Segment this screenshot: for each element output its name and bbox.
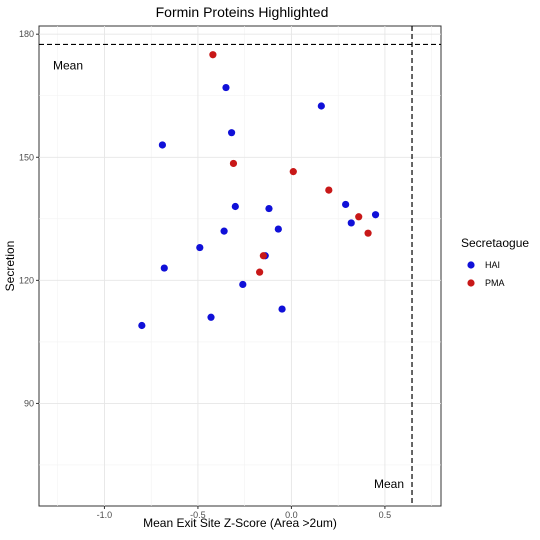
data-point-pma bbox=[364, 229, 372, 237]
x-tick-label: 0.5 bbox=[379, 510, 392, 520]
data-point-hai bbox=[265, 204, 273, 213]
y-axis-ticks: 90 120 150 180 bbox=[19, 29, 39, 408]
data-point-hai bbox=[220, 227, 228, 235]
data-point-hai bbox=[347, 219, 355, 227]
grid-major bbox=[39, 26, 441, 506]
data-point-pma bbox=[209, 51, 217, 59]
x-tick-label: -0.5 bbox=[190, 510, 206, 520]
legend: Secretaogue HAI PMA bbox=[461, 236, 529, 288]
y-tick-label: 180 bbox=[19, 29, 34, 39]
data-point-hai bbox=[371, 211, 380, 219]
data-point-hai bbox=[222, 83, 230, 92]
data-point-hai bbox=[227, 129, 236, 137]
x-axis-label: Mean Exit Site Z-Score (Area >2um) bbox=[143, 516, 337, 530]
y-tick-label: 120 bbox=[19, 275, 34, 285]
data-point-hai bbox=[158, 141, 167, 149]
data-point-hai bbox=[138, 321, 146, 330]
y-axis-label: Secretion bbox=[3, 241, 17, 292]
grid-minor bbox=[39, 26, 441, 506]
data-point-hai bbox=[231, 202, 239, 211]
y-tick-label: 150 bbox=[19, 152, 34, 162]
x-tick-label: 0.0 bbox=[285, 510, 298, 520]
data-point-hai bbox=[342, 200, 350, 209]
mean-label-horizontal: Mean bbox=[53, 58, 83, 72]
x-tick-label: -1.0 bbox=[97, 510, 113, 520]
data-point-hai bbox=[196, 243, 204, 252]
x-axis-ticks: -1.0 -0.5 0.0 0.5 bbox=[97, 506, 391, 520]
legend-key-pma bbox=[467, 279, 475, 287]
data-point-hai bbox=[160, 264, 168, 272]
data-point-hai bbox=[278, 305, 286, 313]
data-point-hai bbox=[317, 102, 325, 110]
data-point-pma bbox=[229, 159, 238, 168]
data-point-hai bbox=[239, 280, 247, 289]
legend-label-hai: HAI bbox=[485, 260, 500, 270]
plot-panel bbox=[38, 25, 442, 507]
data-point-pma bbox=[355, 213, 363, 221]
data-point-pma bbox=[289, 168, 297, 176]
legend-key-hai bbox=[467, 261, 475, 269]
legend-label-pma: PMA bbox=[485, 278, 505, 288]
y-tick-label: 90 bbox=[24, 398, 34, 408]
reference-lines: Mean Mean bbox=[39, 26, 441, 506]
mean-label-vertical: Mean bbox=[374, 477, 404, 491]
data-points bbox=[138, 51, 380, 330]
chart-title: Formin Proteins Highlighted bbox=[156, 4, 329, 20]
data-point-pma bbox=[259, 252, 267, 260]
data-point-hai bbox=[207, 313, 215, 321]
data-point-hai bbox=[274, 225, 282, 233]
data-point-pma bbox=[325, 186, 333, 194]
legend-title: Secretaogue bbox=[461, 236, 529, 250]
data-point-pma bbox=[256, 268, 264, 276]
